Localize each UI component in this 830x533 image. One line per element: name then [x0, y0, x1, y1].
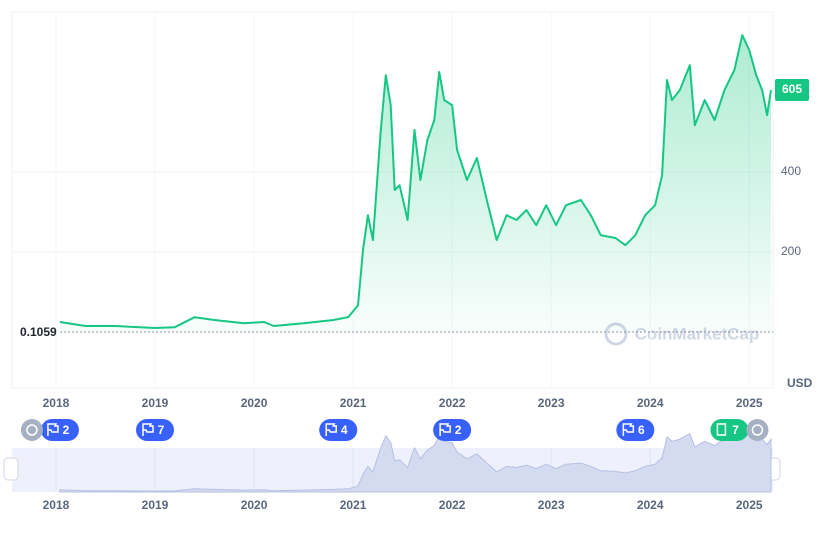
history-icon [26, 424, 38, 436]
event-bubble [136, 419, 175, 441]
last-price-tag [775, 79, 809, 101]
navigator-tick-label: 2019 [142, 498, 169, 512]
history-button [746, 419, 769, 441]
start-price-label: 0.1059 [20, 325, 57, 339]
history-button [20, 419, 43, 441]
event-marker[interactable]: 2 [40, 419, 79, 441]
navigator-tick-label: 2025 [736, 498, 763, 512]
flag-icon [439, 423, 451, 436]
plot-frame [11, 11, 774, 389]
navigator-tick-label: 2024 [637, 498, 664, 512]
flag-icon [47, 423, 59, 436]
x-tick-label: 2019 [142, 396, 169, 410]
event-bubble [616, 419, 655, 441]
event-marker[interactable]: 6 [616, 419, 655, 441]
price-area [59, 35, 772, 332]
history-icon [751, 424, 764, 436]
x-tick-label: 2024 [637, 396, 664, 410]
event-count: 2 [63, 423, 70, 437]
event-bubble [710, 419, 749, 441]
y-tick-label: 400 [781, 164, 801, 178]
navigator-area [59, 426, 772, 493]
event-count: 2 [455, 423, 462, 437]
news-icon [716, 423, 727, 436]
navigator-tick-label: 2022 [439, 498, 466, 512]
x-tick-label: 2025 [736, 396, 763, 410]
event-bubble [40, 419, 79, 441]
navigator-tick-label: 2021 [340, 498, 367, 512]
x-tick-label: 2022 [439, 396, 466, 410]
flag-icon [325, 423, 337, 436]
flag-icon [622, 423, 635, 436]
currency: USD [787, 376, 813, 390]
event-count: 6 [638, 423, 645, 437]
navigator-tick-label: 2018 [43, 498, 70, 512]
x-tick-label: 2023 [538, 396, 565, 410]
x-tick-label: 2020 [241, 396, 268, 410]
event-marker[interactable]: 7 [136, 419, 175, 441]
event-count: 4 [341, 423, 348, 437]
event-count: 7 [158, 423, 165, 437]
last-price-label: 605 [782, 82, 802, 96]
event-marker[interactable]: 2 [433, 419, 472, 441]
event-marker[interactable]: 7 [710, 419, 749, 441]
event-bubble [433, 419, 472, 441]
navigator-tick-label: 2023 [538, 498, 565, 512]
x-tick-label: 2018 [43, 396, 70, 410]
event-count: 7 [732, 423, 739, 437]
event-bubble [319, 419, 358, 441]
navigator-handle[interactable] [3, 457, 19, 481]
y-tick-label: 200 [781, 244, 801, 258]
x-tick-label: 2021 [340, 396, 367, 410]
navigator-tick-label: 2020 [241, 498, 268, 512]
flag-icon [142, 423, 154, 436]
event-marker[interactable]: 4 [319, 419, 358, 441]
price-line [59, 34, 772, 329]
